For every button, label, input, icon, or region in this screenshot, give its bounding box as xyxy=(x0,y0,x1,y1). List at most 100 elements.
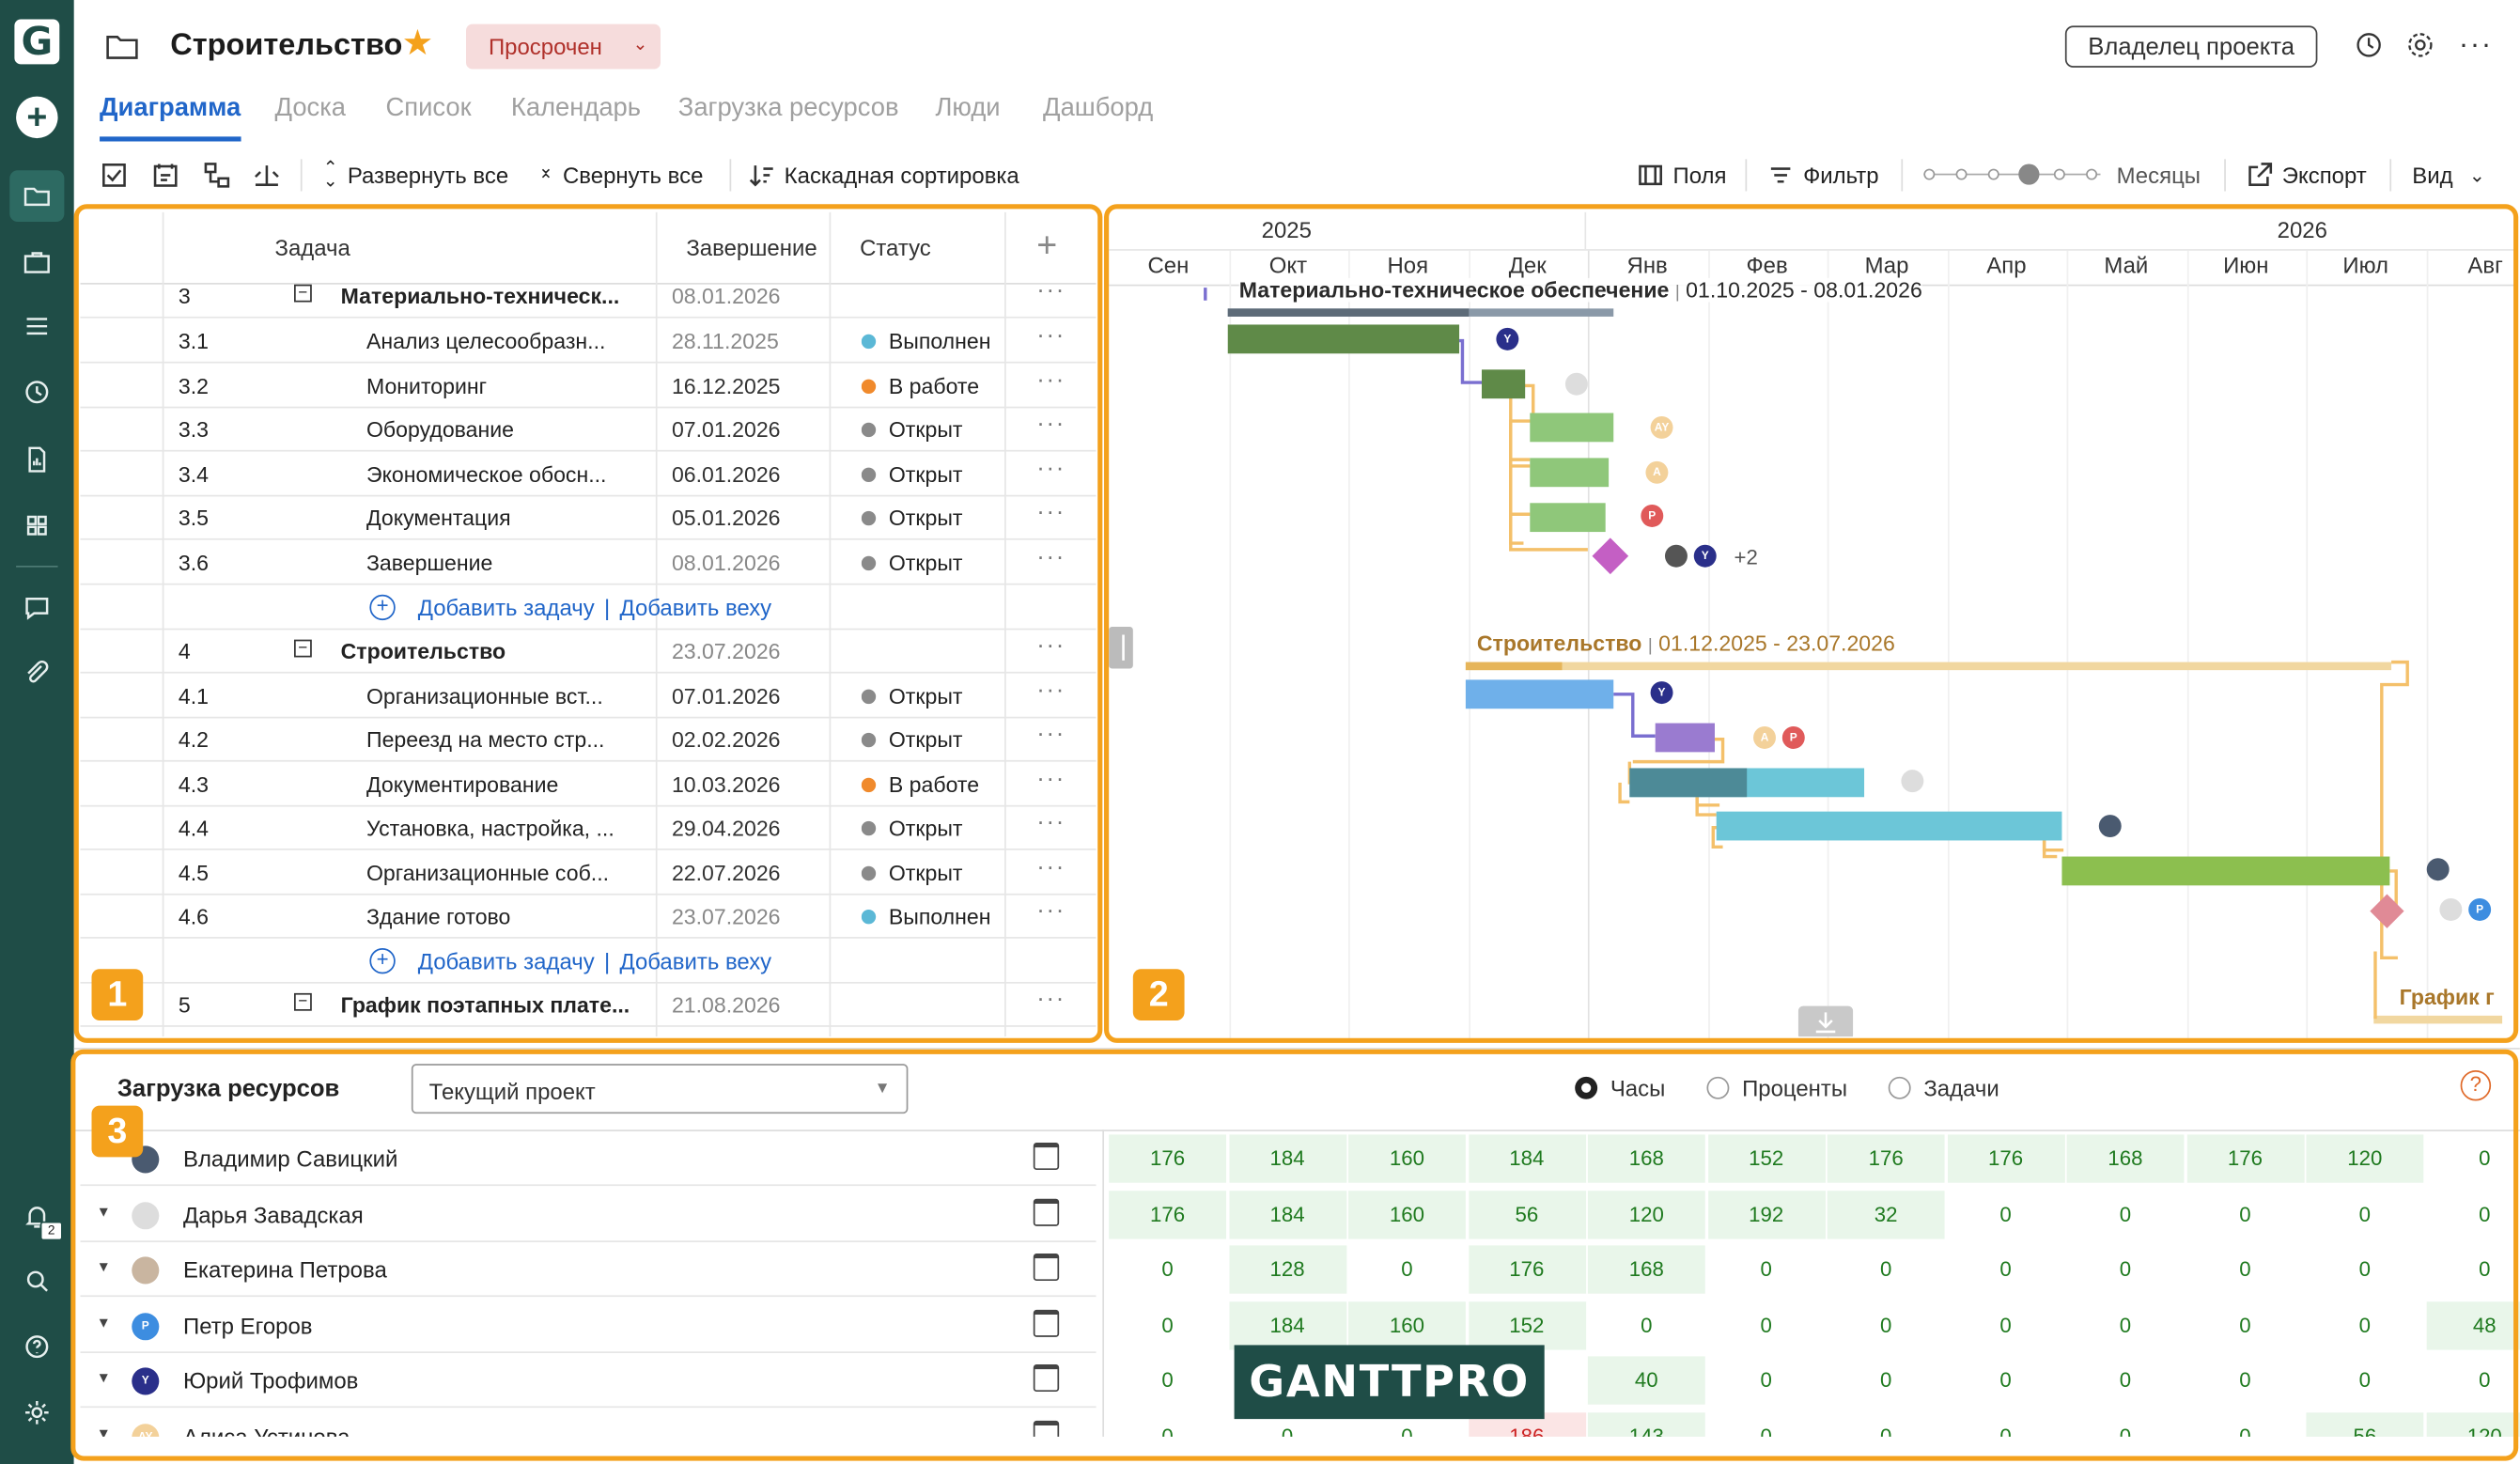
workload-cell[interactable]: 184 xyxy=(1228,1300,1346,1349)
workload-cell[interactable]: 0 xyxy=(2239,1312,2251,1337)
help-icon[interactable]: ? xyxy=(2460,1069,2492,1101)
add-circle-icon[interactable]: + xyxy=(369,948,396,974)
add-milestone-link[interactable]: Добавить веху xyxy=(619,594,772,621)
workload-cell[interactable]: 184 xyxy=(1228,1134,1346,1183)
task-status[interactable]: Выполнен xyxy=(861,905,990,928)
fields-button[interactable]: Поля xyxy=(1638,161,1726,190)
row-more-icon[interactable]: ··· xyxy=(1036,276,1066,304)
row-more-icon[interactable]: ··· xyxy=(1036,366,1066,394)
gantt-bar-4-2[interactable] xyxy=(1655,723,1715,753)
workload-cell[interactable]: 0 xyxy=(2358,1312,2372,1337)
workload-cell[interactable]: 0 xyxy=(1879,1367,1892,1393)
task-status[interactable]: Открыт xyxy=(861,506,990,530)
task-name[interactable]: Установка, настройка, ... xyxy=(366,816,614,841)
select-checkbox-icon[interactable] xyxy=(101,161,127,190)
task-name[interactable]: Анализ целесообразн... xyxy=(366,329,606,354)
avatar[interactable]: P xyxy=(1781,726,1805,749)
avatar[interactable]: P xyxy=(1641,505,1664,527)
task-status[interactable]: Открыт xyxy=(861,685,990,709)
resource-row[interactable]: ▼ P Петр Егоров xyxy=(80,1298,1097,1353)
task-end-date[interactable]: 28.11.2025 xyxy=(671,329,779,354)
workload-cell[interactable]: 0 xyxy=(1760,1312,1772,1337)
tab-list[interactable]: Список xyxy=(385,94,472,122)
task-row[interactable]: 3.1 Анализ целесообразн... 28.11.2025 Выпол… xyxy=(80,319,1097,364)
workload-cell[interactable]: 0 xyxy=(1161,1256,1174,1282)
expand-caret-icon[interactable]: ▼ xyxy=(96,1369,111,1386)
task-status[interactable]: В работе xyxy=(861,773,990,797)
calendar-icon[interactable] xyxy=(1033,1253,1060,1282)
expand-caret-icon[interactable]: ▼ xyxy=(96,1314,111,1331)
workload-cell[interactable]: 168 xyxy=(1587,1245,1705,1294)
filter-button[interactable]: Фильтр xyxy=(1767,161,1879,190)
workload-cell[interactable]: 0 xyxy=(2119,1367,2132,1393)
avatar[interactable]: P xyxy=(2468,898,2492,921)
workload-cell[interactable]: 176 xyxy=(1109,1190,1227,1238)
view-dropdown[interactable]: Вид ⌄ xyxy=(2412,161,2485,190)
paperclip-icon[interactable] xyxy=(0,649,74,697)
tab-dashboard[interactable]: Дашборд xyxy=(1043,94,1154,122)
workload-cell[interactable]: 176 xyxy=(1468,1245,1586,1294)
workload-cell[interactable]: 176 xyxy=(1947,1134,2065,1183)
indent-icon[interactable] xyxy=(254,161,279,190)
task-name[interactable]: Материально-техническ... xyxy=(340,284,620,309)
app-logo[interactable]: G xyxy=(14,19,60,65)
task-end-date[interactable]: 05.01.2026 xyxy=(671,506,781,531)
add-column-button[interactable]: + xyxy=(1036,225,1058,266)
column-header-task[interactable]: Задача xyxy=(274,234,350,261)
report-icon[interactable] xyxy=(0,435,74,483)
resource-row[interactable]: Владимир Савицкий xyxy=(80,1131,1097,1187)
workload-cell[interactable]: 0 xyxy=(2358,1256,2372,1282)
task-row[interactable]: 4.6 Здание готово 23.07.2026 Выполнен ··· xyxy=(80,896,1097,939)
briefcase-icon[interactable] xyxy=(0,238,74,286)
task-row[interactable]: 3.6 Завершение 08.01.2026 Открыт ··· xyxy=(80,541,1097,585)
workload-cell[interactable]: 152 xyxy=(1707,1134,1826,1183)
zoom-slider[interactable] xyxy=(1923,164,2101,185)
settings-gear-icon[interactable] xyxy=(2405,30,2434,59)
workload-cell[interactable]: 0 xyxy=(1999,1256,2012,1282)
row-more-icon[interactable]: ··· xyxy=(1036,410,1066,438)
workload-cell[interactable]: 32 xyxy=(1827,1190,1945,1238)
hierarchy-icon[interactable] xyxy=(204,161,230,190)
task-row[interactable]: 4.5 Организационные соб... 22.07.2026 Откры… xyxy=(80,851,1097,896)
row-more-icon[interactable]: ··· xyxy=(1036,321,1066,350)
mode-hours-radio[interactable]: Часы xyxy=(1575,1075,1665,1100)
workload-cell[interactable]: 192 xyxy=(1707,1190,1826,1238)
gantt-group-4-summary[interactable] xyxy=(1465,662,2392,671)
workload-cell[interactable]: 160 xyxy=(1348,1134,1466,1183)
row-more-icon[interactable]: ··· xyxy=(1036,676,1066,705)
column-header-status[interactable]: Статус xyxy=(860,234,931,261)
add-milestone-link[interactable]: Добавить веху xyxy=(619,948,772,974)
workload-cell[interactable]: 0 xyxy=(1999,1201,2012,1226)
workload-cell[interactable]: 168 xyxy=(1587,1134,1705,1183)
workload-cell[interactable]: 160 xyxy=(1348,1190,1466,1238)
workload-cell[interactable]: 0 xyxy=(1760,1367,1772,1393)
row-more-icon[interactable]: ··· xyxy=(1036,765,1066,793)
workload-cell[interactable]: 120 xyxy=(2306,1134,2424,1183)
folder-icon[interactable] xyxy=(0,172,74,220)
workload-cell[interactable]: 0 xyxy=(1161,1312,1174,1337)
avatar[interactable] xyxy=(1664,544,1688,568)
task-end-date[interactable]: 10.03.2026 xyxy=(671,772,781,798)
avatar[interactable]: A xyxy=(1645,460,1669,484)
export-button[interactable]: Экспорт xyxy=(2247,161,2367,190)
collapse-all-button[interactable]: ⌄ ⌃ Свернуть все xyxy=(538,160,703,190)
workload-cell[interactable]: 0 xyxy=(2479,1201,2491,1226)
task-status[interactable]: Открыт xyxy=(861,862,990,885)
row-more-icon[interactable]: ··· xyxy=(1036,498,1066,526)
task-end-date[interactable]: 02.02.2026 xyxy=(671,727,781,753)
gantt-group-5-summary[interactable] xyxy=(2373,1015,2503,1024)
calendar-icon[interactable] xyxy=(1033,1363,1060,1393)
workload-cell[interactable]: 0 xyxy=(2358,1201,2372,1226)
cascade-sort-button[interactable]: Каскадная сортировка xyxy=(749,161,1019,190)
task-row[interactable]: 3.4 Экономическое обосн... 06.01.2026 Откры… xyxy=(80,453,1097,497)
workload-cell[interactable]: 0 xyxy=(2479,1145,2491,1171)
workload-cell[interactable]: 0 xyxy=(1999,1367,2012,1393)
workload-cell[interactable]: 152 xyxy=(1468,1300,1586,1349)
project-status-dropdown[interactable]: Просрочен ⌄ xyxy=(466,23,661,70)
workload-cell[interactable]: 176 xyxy=(1827,1134,1945,1183)
splitter-handle[interactable] xyxy=(1109,626,1133,669)
workload-cell[interactable]: 120 xyxy=(1587,1190,1705,1238)
collapse-toggle-icon[interactable]: − xyxy=(294,992,312,1011)
workload-cell[interactable]: 0 xyxy=(2119,1312,2132,1337)
task-row[interactable]: 4.1 Организационные вст... 07.01.2026 Откры… xyxy=(80,675,1097,719)
